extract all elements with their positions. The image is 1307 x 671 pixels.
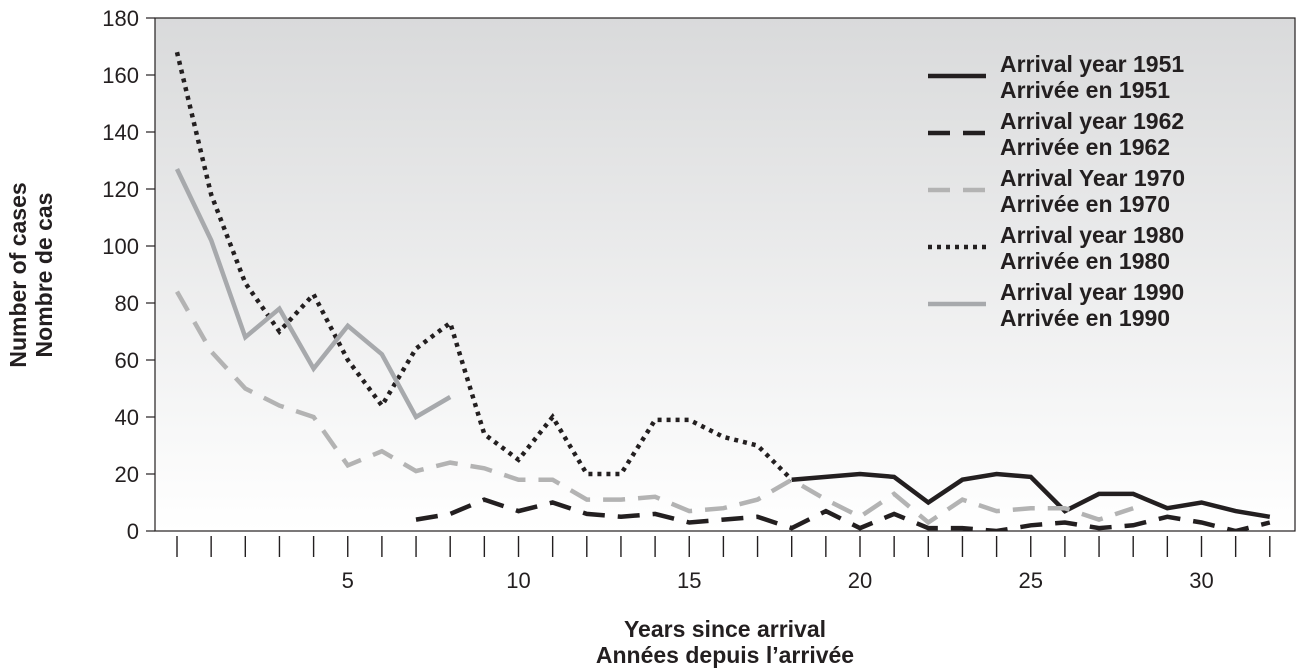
y-axis-title-line-1: Number of cases: [5, 182, 31, 367]
series-line-2: [415, 497, 1271, 531]
y-tick-label: 100: [102, 234, 139, 259]
series-line-1: [791, 471, 1271, 520]
legend-label-4-line-1: Arrival year 1980: [1000, 222, 1184, 248]
x-tick-label: 20: [848, 568, 872, 593]
x-axis-title-line-2: Années depuis l’arrivée: [596, 642, 854, 668]
x-tick-label: 10: [506, 568, 530, 593]
legend-label-5-line-2: Arrivée en 1990: [1000, 305, 1170, 331]
y-tick-label: 80: [115, 291, 139, 316]
y-tick-label: 140: [102, 120, 139, 145]
x-tick-label: 15: [677, 568, 701, 593]
legend-label-5-line-1: Arrival year 1990: [1000, 279, 1184, 305]
plot-area: [154, 17, 1296, 532]
series-line-5: [174, 168, 452, 421]
y-axis: 0 20 40 60 80 100 120 140 160 180: [102, 6, 155, 544]
legend-label-3-line-2: Arrivée en 1970: [1000, 191, 1170, 217]
y-tick-label: 20: [115, 462, 139, 487]
legend-label-1-line-2: Arrivée en 1951: [1000, 77, 1170, 103]
y-tick-label: 60: [115, 348, 139, 373]
y-tick-label: 180: [102, 6, 139, 31]
series-line-4: [174, 51, 794, 482]
y-tick-label: 40: [115, 405, 139, 430]
y-tick-label: 120: [102, 177, 139, 202]
y-axis-title-line-2: Nombre de cas: [31, 193, 57, 358]
x-axis-title-line-1: Years since arrival: [624, 616, 826, 642]
x-tick-label: 30: [1189, 568, 1213, 593]
series-line-3: [175, 290, 1134, 526]
x-tick-label: 5: [342, 568, 354, 593]
legend-label-2-line-1: Arrival year 1962: [1000, 108, 1184, 134]
legend-label-2-line-2: Arrivée en 1962: [1000, 134, 1170, 160]
series-lines: [174, 51, 1271, 531]
y-tick-label: 0: [127, 519, 139, 544]
legend-label-1-line-1: Arrival year 1951: [1000, 51, 1184, 77]
y-tick-label: 160: [102, 63, 139, 88]
legend-label-3-line-1: Arrival Year 1970: [1000, 165, 1185, 191]
legend-label-4-line-2: Arrivée en 1980: [1000, 248, 1170, 274]
x-axis: 5 10 15 20 25 30: [176, 536, 1271, 593]
x-tick-label: 25: [1019, 568, 1043, 593]
